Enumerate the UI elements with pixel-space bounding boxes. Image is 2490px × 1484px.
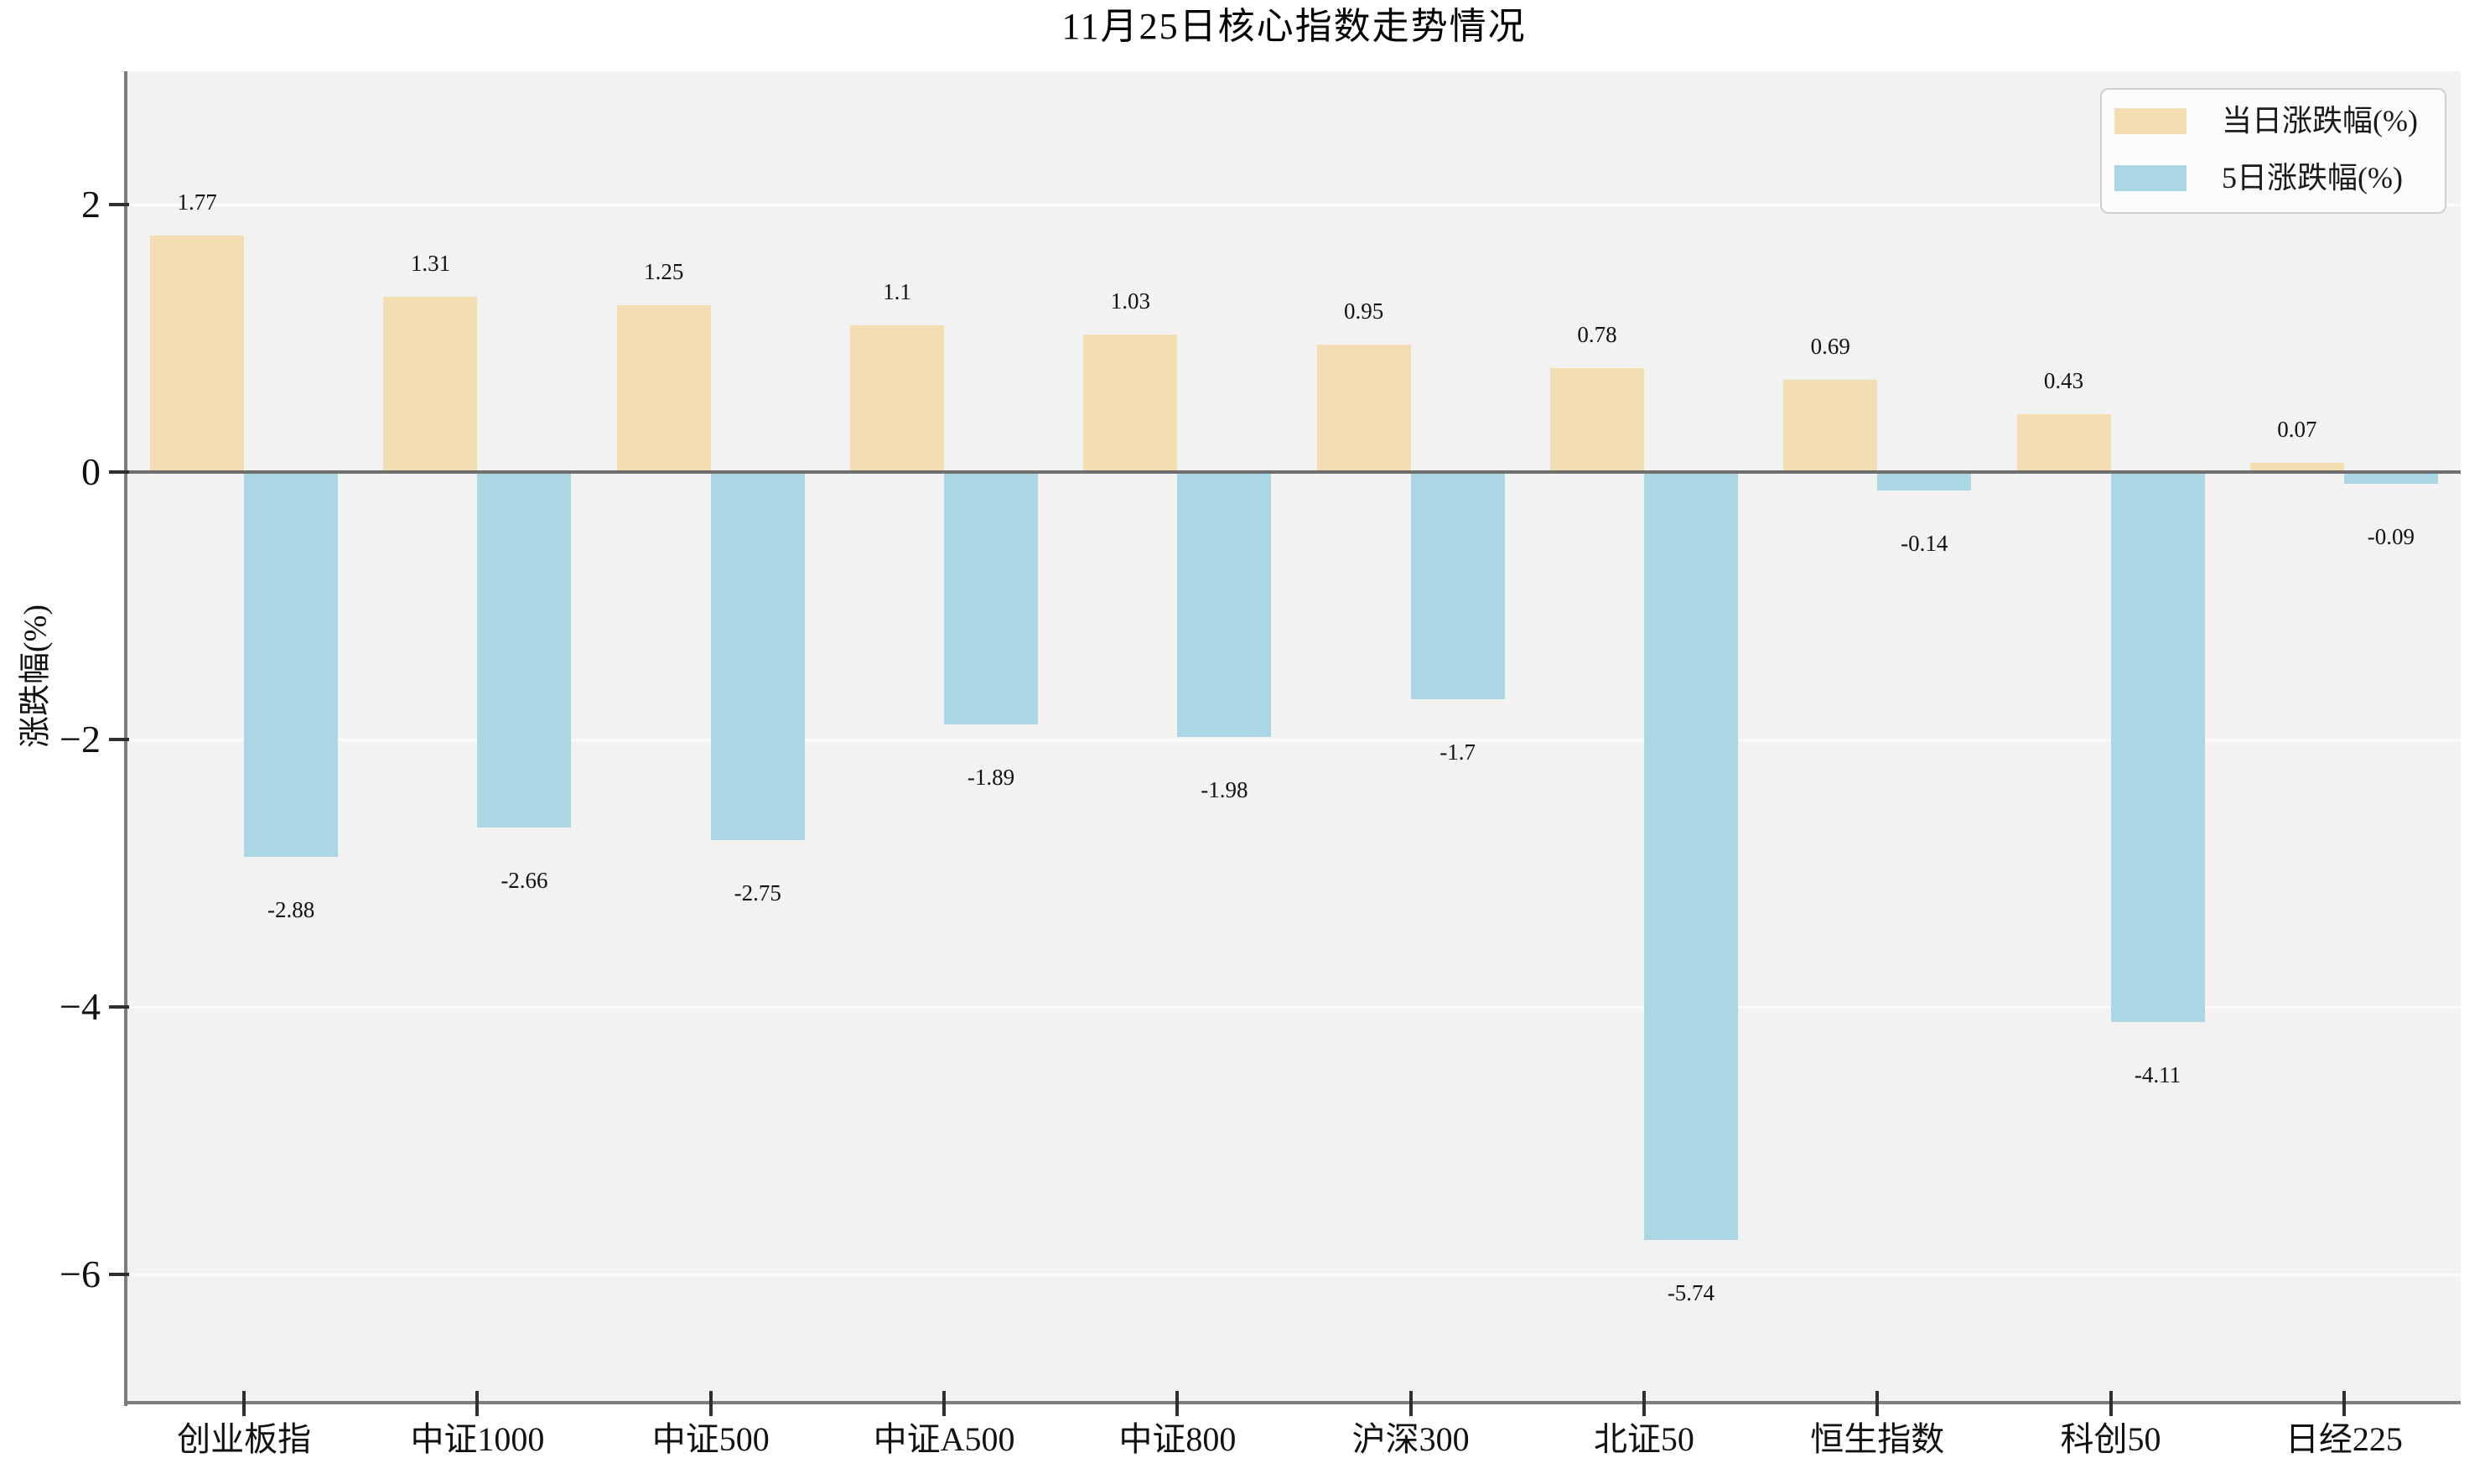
bar-daily-8 [2016,414,2111,472]
x-tick-mark [242,1391,246,1416]
x-axis-spine [124,1401,2461,1404]
bar-value-label: 1.03 [1110,288,1150,314]
bar-value-label: -1.89 [967,765,1015,791]
legend-item-daily: 当日涨跌幅(%) [2114,105,2428,137]
bar-5day-0 [244,472,339,858]
gridline [127,204,2461,206]
bar-value-label: 0.78 [1577,321,1617,347]
bar-value-label: 1.25 [644,258,684,284]
y-tick-mark [109,203,129,206]
x-tick-mark [1175,1391,1180,1416]
bar-value-label: 1.31 [410,251,451,277]
bar-5day-6 [1643,472,1738,1240]
bar-value-label: -2.66 [501,868,548,894]
x-tick-mark [942,1391,947,1416]
bar-daily-2 [616,304,711,472]
x-tick-mark [1642,1391,1646,1416]
x-tick-mark [2109,1391,2113,1416]
x-tick-label: 沪深300 [1351,1420,1470,1458]
bar-value-label: -1.98 [1201,776,1248,802]
bar-daily-3 [850,324,945,472]
legend: 当日涨跌幅(%) 5日涨跌幅(%) [2100,88,2446,214]
bar-value-label: 1.77 [177,189,217,215]
bar-5day-8 [2110,472,2205,1022]
bar-daily-6 [1549,367,1644,472]
legend-swatch-daily [2114,107,2187,134]
gridline [127,739,2461,741]
x-tick-label: 创业板指 [177,1420,312,1458]
bar-5day-9 [2343,472,2438,485]
bar-value-label: -0.09 [2367,524,2415,550]
bar-value-label: 0.95 [1344,298,1384,324]
x-tick-label: 中证1000 [410,1420,545,1458]
bar-daily-5 [1316,345,1411,472]
x-tick-label: 日经225 [2285,1420,2403,1458]
bar-daily-1 [383,297,478,472]
bar-value-label: 0.69 [1810,333,1850,359]
bar-value-label: -4.11 [2134,1061,2181,1087]
bar-value-label: -5.74 [1667,1279,1715,1305]
bar-value-label: 0.07 [2277,416,2317,442]
bar-value-label: -2.75 [734,880,781,905]
legend-item-5day: 5日涨跌幅(%) [2114,162,2428,194]
x-tick-mark [1408,1391,1413,1416]
legend-swatch-5day [2114,164,2187,191]
x-tick-mark [708,1391,713,1416]
x-tick-label: 恒生指数 [1810,1420,1945,1458]
x-tick-mark [475,1391,480,1416]
bar-5day-3 [944,472,1039,725]
y-tick-mark [109,470,129,474]
x-tick-label: 北证50 [1593,1420,1694,1458]
bar-value-label: -0.14 [1901,531,1948,557]
y-tick-mark [109,738,129,741]
bar-value-label: -2.88 [267,897,315,923]
legend-label-5day: 5日涨跌幅(%) [2222,161,2403,195]
x-tick-mark [1875,1391,1880,1416]
chart-title: 11月25日核心指数走势情况 [1061,6,1527,47]
zero-line [127,470,2461,474]
x-tick-label: 科创50 [2060,1420,2161,1458]
gridline [127,1274,2461,1276]
x-tick-mark [2342,1391,2346,1416]
bar-5day-1 [477,472,572,828]
y-tick-label: −2 [60,718,101,760]
bar-daily-4 [1083,334,1178,472]
bar-5day-7 [1877,472,1972,491]
legend-label-daily: 当日涨跌幅(%) [2222,104,2418,138]
bar-value-label: 1.1 [883,278,911,304]
bar-daily-9 [2249,462,2344,472]
gridline [127,1006,2461,1009]
x-tick-label: 中证500 [651,1420,770,1458]
y-tick-mark [109,1273,129,1276]
bar-5day-2 [710,472,805,840]
y-tick-label: 2 [81,183,101,226]
y-tick-label: −4 [60,985,101,1028]
bar-value-label: 0.43 [2043,368,2084,394]
bar-5day-5 [1410,472,1505,700]
bar-value-label: -1.7 [1440,739,1476,765]
bar-daily-0 [150,235,245,472]
x-tick-label: 中证800 [1118,1420,1237,1458]
y-tick-label: −6 [60,1253,101,1295]
bar-daily-7 [1783,379,1878,472]
x-tick-label: 中证A500 [873,1420,1015,1458]
y-tick-mark [109,1005,129,1009]
bar-5day-4 [1177,472,1272,737]
y-tick-label: 0 [81,450,101,493]
